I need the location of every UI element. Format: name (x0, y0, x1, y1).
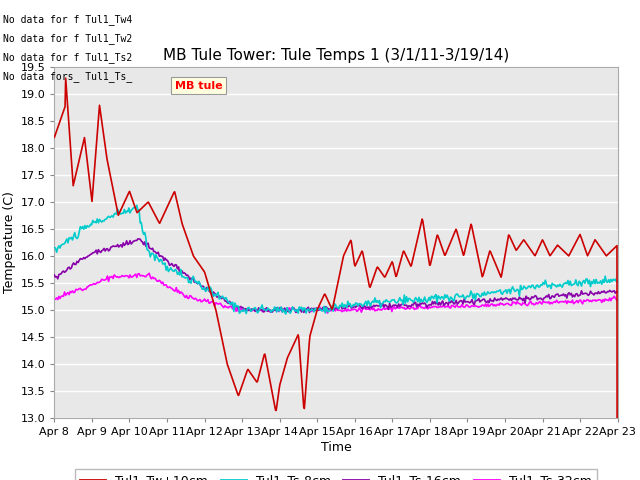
Text: MB tule: MB tule (175, 81, 222, 91)
Title: MB Tule Tower: Tule Temps 1 (3/1/11-3/19/14): MB Tule Tower: Tule Temps 1 (3/1/11-3/19… (163, 48, 509, 63)
Text: No data for f Tul1_Ts2: No data for f Tul1_Ts2 (3, 52, 132, 63)
Text: No data for f Tul1_Tw4: No data for f Tul1_Tw4 (3, 13, 132, 24)
Text: No data for f Tul1_Tw2: No data for f Tul1_Tw2 (3, 33, 132, 44)
Legend: Tul1_Tw+10cm, Tul1_Ts-8cm, Tul1_Ts-16cm, Tul1_Ts-32cm: Tul1_Tw+10cm, Tul1_Ts-8cm, Tul1_Ts-16cm,… (76, 469, 596, 480)
X-axis label: Time: Time (321, 441, 351, 454)
Text: No data fors_ Tul1_Ts_: No data fors_ Tul1_Ts_ (3, 71, 132, 82)
Y-axis label: Temperature (C): Temperature (C) (3, 192, 17, 293)
